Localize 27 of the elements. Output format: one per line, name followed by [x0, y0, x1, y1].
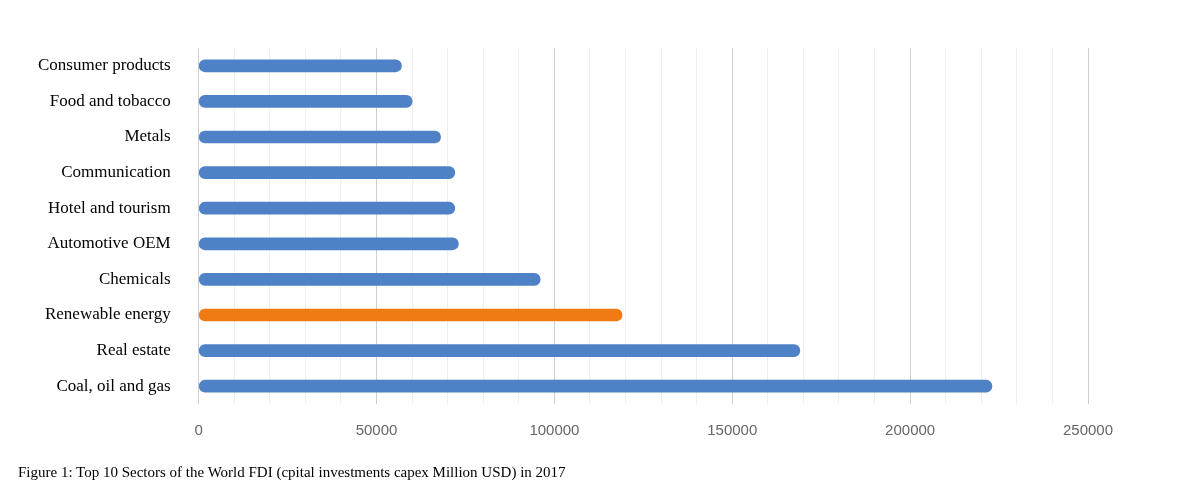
y-tick-label: Metals [124, 126, 171, 146]
y-tick-label: Renewable energy [44, 304, 172, 324]
y-tick-label: Food and tobacco [49, 90, 171, 110]
bar [198, 344, 801, 357]
bar [198, 237, 459, 251]
y-tick-label: Real estate [96, 340, 171, 360]
bar [198, 273, 541, 286]
y-tick-label: Automotive OEM [47, 233, 171, 253]
bar [198, 166, 456, 179]
x-tick-label: 150000 [707, 421, 758, 439]
y-tick-label: Hotel and tourism [47, 197, 171, 217]
x-tick-label: 250000 [1062, 421, 1114, 439]
bar [198, 130, 441, 144]
bar [198, 59, 402, 73]
x-tick-label: 50000 [355, 421, 398, 439]
y-tick-label: Consumer products [37, 55, 171, 75]
bar [198, 201, 456, 215]
x-tick-label: 100000 [529, 421, 580, 439]
bar [198, 95, 413, 108]
x-tick-label: 200000 [885, 421, 936, 439]
y-tick-label: Communication [61, 162, 172, 182]
caption: Figure 1: Top 10 Sectors of the World FDI (cpital investments capex Million USD) in 2017 [18, 464, 567, 481]
y-tick-label: Coal, oil and gas [56, 375, 171, 395]
bar [198, 379, 993, 393]
y-tick-label: Chemicals [98, 268, 171, 288]
bar [198, 308, 623, 322]
x-tick-label: 0 [194, 421, 203, 439]
